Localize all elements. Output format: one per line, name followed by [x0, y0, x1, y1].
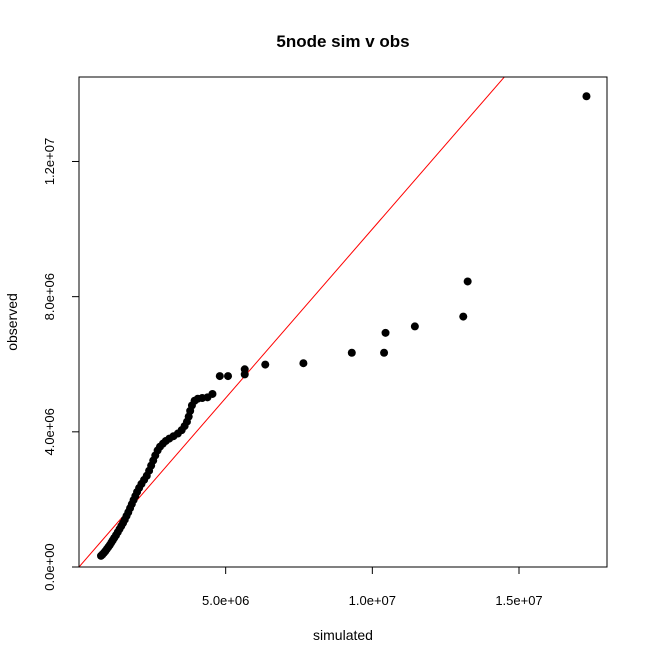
y-tick-label: 0.0e+00 — [42, 543, 57, 590]
data-points — [97, 92, 591, 560]
data-point — [380, 348, 389, 357]
reference-line — [79, 77, 505, 567]
data-point — [410, 322, 419, 331]
data-point — [299, 359, 308, 368]
data-point — [224, 372, 233, 381]
data-point — [261, 360, 270, 369]
x-tick-label: 1.5e+07 — [495, 593, 542, 608]
data-point — [240, 365, 249, 374]
data-point — [463, 277, 472, 286]
data-point — [459, 312, 468, 321]
data-point — [582, 92, 591, 101]
chart-title: 5node sim v obs — [276, 32, 409, 51]
x-axis-label: simulated — [313, 627, 373, 643]
y-axis-label: observed — [4, 293, 20, 351]
data-point — [208, 389, 217, 398]
data-point — [215, 372, 224, 381]
y-axis: 0.0e+00 4.0e+06 8.0e+06 1.2e+07 — [42, 138, 80, 591]
x-tick-label: 1.0e+07 — [349, 593, 396, 608]
x-axis: 5.0e+06 1.0e+07 1.5e+07 — [202, 566, 543, 608]
plot-frame — [78, 76, 608, 568]
data-point — [381, 328, 390, 337]
y-tick-label: 4.0e+06 — [42, 408, 57, 455]
y-tick-label: 8.0e+06 — [42, 273, 57, 320]
data-point — [347, 348, 356, 357]
y-tick-label: 1.2e+07 — [42, 138, 57, 185]
x-tick-label: 5.0e+06 — [202, 593, 249, 608]
